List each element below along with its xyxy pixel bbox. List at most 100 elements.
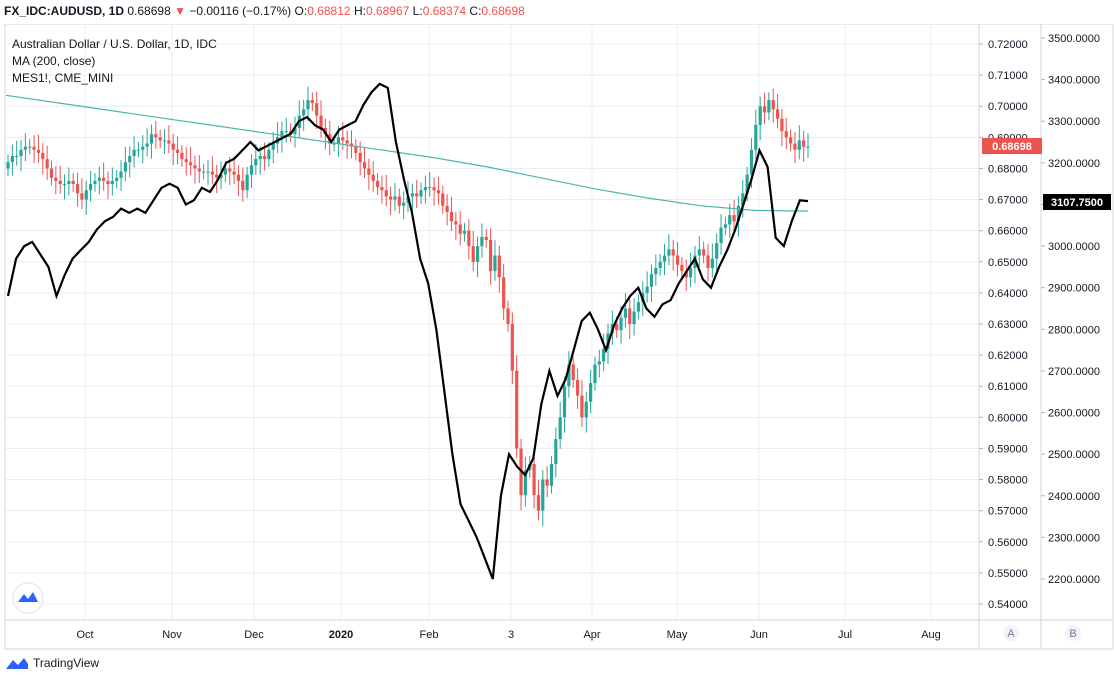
candle-body: [797, 140, 801, 150]
candle-body: [775, 109, 780, 119]
candle-body: [319, 115, 323, 128]
candle-body: [684, 271, 688, 278]
candle-body: [732, 215, 736, 222]
time-axis[interactable]: Oct Nov Dec 2020 Feb 3 Apr May Jun Jul Aug: [76, 629, 940, 641]
candle-body: [545, 479, 549, 486]
candle-body: [332, 143, 336, 145]
low-value: 0.68374: [422, 4, 467, 18]
candle-body: [523, 470, 527, 496]
candle-body: [558, 417, 562, 440]
candle-body: [632, 311, 636, 324]
candle-body: [580, 395, 584, 418]
close-label: C:: [469, 4, 482, 18]
legend-ma[interactable]: MA (200, close): [12, 54, 96, 68]
candle-body: [623, 308, 627, 318]
candle-body: [793, 143, 797, 150]
price-axis-audusd[interactable]: 0.720000.710000.700000.690000.680000.670…: [979, 39, 1028, 611]
candle-body: [502, 277, 506, 309]
candle-body: [132, 149, 136, 156]
candle-body: [162, 140, 167, 142]
candle-body: [654, 268, 658, 275]
high-value: 0.68967: [365, 4, 410, 18]
low-label: L:: [412, 4, 423, 18]
candle-body: [67, 180, 71, 184]
candle-body: [284, 131, 288, 133]
symbol-name[interactable]: FX_IDC:AUDUSD, 1D: [4, 4, 125, 18]
candle-body: [158, 137, 162, 141]
candle-body: [754, 124, 758, 150]
candle-body: [589, 383, 593, 402]
candle-body: [567, 364, 571, 387]
left-tick-label: 0.66000: [988, 226, 1028, 238]
tradingview-brand[interactable]: TradingView: [5, 656, 99, 670]
candle-body: [510, 324, 514, 371]
candle-body: [506, 308, 510, 324]
candle-body: [636, 302, 641, 312]
scale-button-a[interactable]: A: [1003, 625, 1019, 641]
candle-body: [419, 190, 423, 197]
candle-body: [628, 308, 632, 324]
legend-title[interactable]: Australian Dollar / U.S. Dollar, 1D, IDC: [12, 37, 217, 51]
candle-body: [571, 364, 575, 380]
candle-body: [645, 286, 649, 293]
candle-body: [189, 162, 193, 166]
left-tick-label: 0.57000: [988, 506, 1028, 518]
candle-body: [141, 146, 145, 150]
candle-body: [719, 227, 723, 244]
candle-body: [662, 255, 667, 262]
left-tick-label: 0.72000: [988, 39, 1028, 51]
candle-body: [36, 149, 41, 153]
candle-body: [197, 168, 201, 172]
compare-price-tag: 3107.7500: [1043, 194, 1111, 210]
candle-body: [784, 131, 788, 138]
right-tick-label: 3400.0000: [1048, 75, 1100, 87]
candle-body: [354, 146, 358, 153]
candle-body: [336, 137, 341, 144]
candle-body: [432, 187, 436, 191]
candle-body: [110, 180, 114, 184]
left-tick-label: 0.54000: [988, 599, 1028, 611]
candle-body: [462, 230, 467, 234]
candle-body: [215, 174, 219, 178]
candle-body: [97, 177, 101, 181]
right-tick-label: 2300.0000: [1048, 532, 1100, 544]
price-chart[interactable]: 0.720000.710000.700000.690000.680000.670…: [0, 24, 1114, 650]
scale-button-b[interactable]: B: [1065, 625, 1081, 641]
candle-body: [602, 348, 606, 362]
legend-compare[interactable]: MES1!, CME_MINI: [12, 71, 114, 85]
time-tick-label: Oct: [76, 629, 93, 641]
scale-button-a-label: A: [1007, 628, 1015, 640]
candle-body: [741, 193, 745, 206]
candle-body: [458, 224, 462, 234]
candle-body: [128, 156, 132, 163]
time-tick-label: Jun: [750, 629, 768, 641]
tradingview-watermark-icon[interactable]: [12, 582, 44, 614]
candle-body: [310, 100, 314, 104]
candle-body: [171, 143, 175, 150]
candle-body: [475, 246, 480, 262]
symbol-header: FX_IDC:AUDUSD, 1D 0.68698 ▼ −0.00116 (−0…: [4, 4, 525, 18]
price-change: −0.00116 (−0.17%): [189, 4, 292, 18]
candle-body: [184, 159, 188, 163]
candle-body: [471, 246, 475, 262]
candle-body: [123, 162, 127, 172]
candle-body: [736, 205, 741, 222]
candle-body: [593, 364, 597, 384]
candle-body: [228, 168, 232, 172]
candle-body: [575, 380, 580, 396]
candle-body: [728, 215, 732, 225]
candle-body: [541, 479, 545, 511]
candle-body: [597, 361, 601, 365]
candle-body: [710, 258, 714, 268]
candle-body: [410, 193, 414, 197]
last-price: 0.68698: [127, 4, 171, 18]
time-tick-label: Nov: [162, 629, 182, 641]
candle-body: [306, 100, 310, 110]
right-tick-label: 3200.0000: [1048, 158, 1100, 170]
candle-body: [89, 184, 93, 191]
candle-body: [193, 165, 197, 169]
left-tick-label: 0.65000: [988, 257, 1028, 269]
candle-body: [167, 140, 171, 144]
candle-body: [54, 177, 58, 181]
right-tick-label: 2900.0000: [1048, 283, 1100, 295]
